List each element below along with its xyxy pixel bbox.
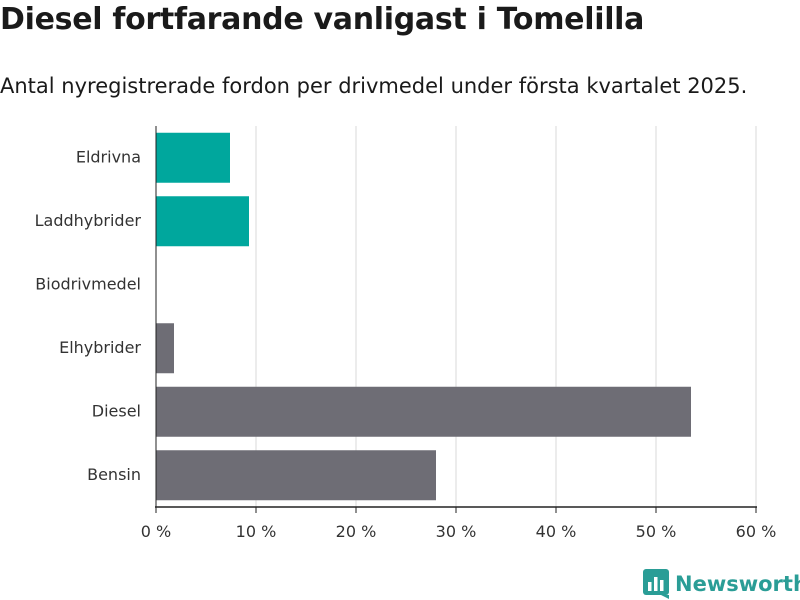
- bar-chart: Eldrivna Laddhybrider Biodrivmedel Elhybrid…: [35, 126, 777, 541]
- bar-diesel: [156, 386, 691, 437]
- category-label: Elhybrider: [59, 338, 141, 357]
- brand-logo: Newsworthy: [643, 568, 800, 600]
- bar-chart-logo-icon: [643, 569, 669, 599]
- bar-eldrivna: [156, 132, 230, 183]
- category-label: Bensin: [87, 465, 141, 484]
- x-tick-label: 0 %: [141, 522, 171, 541]
- brand-name: Newsworthy: [675, 572, 800, 596]
- category-label: Eldrivna: [76, 147, 141, 166]
- x-tick-label: 30 %: [436, 522, 477, 541]
- x-tick-label: 40 %: [536, 522, 577, 541]
- chart-subtitle: Antal nyregistrerade fordon per drivmede…: [0, 74, 748, 98]
- x-tick-label: 60 %: [736, 522, 777, 541]
- bar-laddhybrider: [156, 196, 249, 247]
- x-tick-label: 50 %: [636, 522, 677, 541]
- x-tick-label: 10 %: [236, 522, 277, 541]
- category-label: Laddhybrider: [35, 211, 142, 230]
- bar-elhybrider: [156, 323, 174, 374]
- category-label: Diesel: [92, 401, 141, 420]
- chart-title: Diesel fortfarande vanligast i Tomelilla: [0, 2, 645, 37]
- category-label: Biodrivmedel: [35, 274, 141, 293]
- x-tick-label: 20 %: [336, 522, 377, 541]
- bar-bensin: [156, 450, 436, 501]
